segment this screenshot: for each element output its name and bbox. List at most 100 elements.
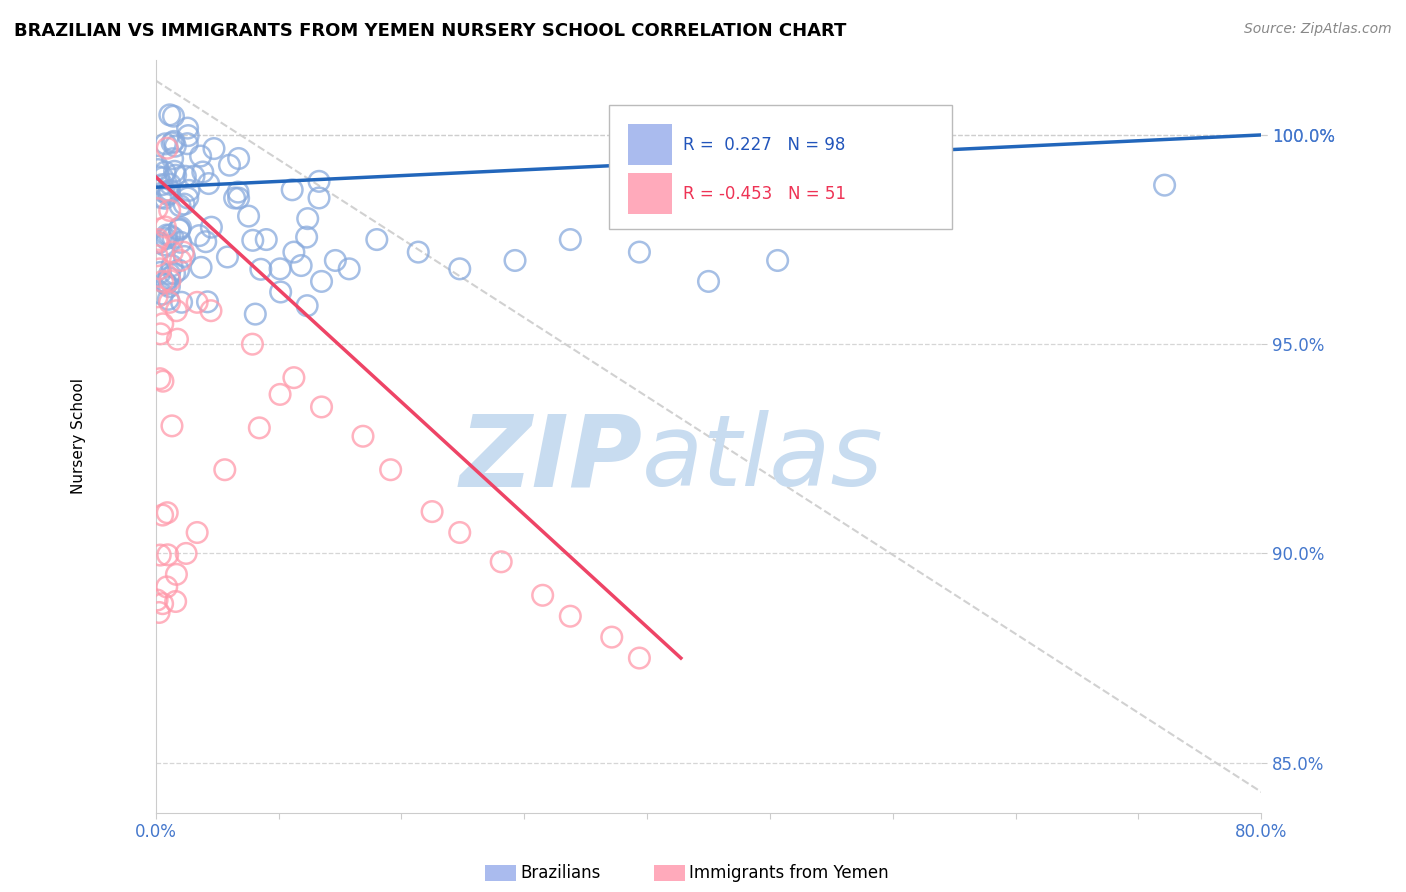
Point	[152, 317, 174, 331]
Point	[366, 233, 388, 247]
Point	[197, 294, 219, 309]
Point	[406, 245, 429, 260]
Point	[165, 594, 187, 608]
Point	[148, 235, 170, 250]
Point	[269, 387, 291, 401]
Point	[169, 223, 191, 237]
Point	[162, 230, 184, 244]
Point	[250, 262, 273, 277]
Point	[254, 233, 277, 247]
Point	[174, 546, 197, 560]
Text: R =  0.227   N = 98: R = 0.227 N = 98	[683, 136, 845, 153]
Point	[156, 506, 179, 520]
Point	[153, 185, 176, 199]
Point	[156, 580, 179, 594]
Text: Brazilians: Brazilians	[520, 864, 600, 882]
Point	[163, 164, 186, 178]
Point	[600, 630, 623, 644]
Point	[190, 149, 212, 163]
Point	[420, 505, 443, 519]
Point	[200, 303, 222, 318]
Point	[165, 303, 187, 318]
Point	[159, 178, 181, 192]
Point	[202, 142, 225, 156]
Point	[170, 295, 193, 310]
Point	[152, 374, 174, 388]
Point	[163, 135, 186, 149]
Point	[176, 121, 198, 136]
Point	[167, 222, 190, 236]
Text: R = -0.453   N = 51: R = -0.453 N = 51	[683, 185, 846, 202]
Point	[153, 165, 176, 179]
Point	[163, 267, 186, 281]
Point	[218, 158, 240, 172]
Point	[489, 555, 512, 569]
Point	[177, 128, 200, 143]
Point	[169, 199, 191, 213]
Point	[238, 209, 260, 223]
Point	[157, 279, 180, 293]
Point	[157, 270, 180, 285]
Bar	[628, 124, 672, 165]
Point	[352, 429, 374, 443]
Text: BRAZILIAN VS IMMIGRANTS FROM YEMEN NURSERY SCHOOL CORRELATION CHART: BRAZILIAN VS IMMIGRANTS FROM YEMEN NURSE…	[14, 22, 846, 40]
Point	[269, 261, 291, 276]
Point	[186, 295, 208, 310]
Point	[283, 245, 305, 260]
Point	[149, 190, 172, 204]
Point	[214, 463, 236, 477]
Point	[165, 168, 187, 182]
Point	[169, 253, 191, 268]
Point	[226, 185, 249, 199]
Point	[149, 548, 172, 562]
Point	[146, 162, 169, 177]
Point	[766, 253, 789, 268]
Point	[449, 261, 471, 276]
Point	[169, 220, 191, 235]
Point	[166, 332, 188, 346]
Point	[290, 259, 312, 273]
Point	[155, 277, 177, 292]
Point	[162, 152, 184, 166]
Point	[156, 548, 179, 562]
Point	[159, 267, 181, 281]
Point	[149, 261, 172, 276]
Point	[162, 245, 184, 260]
Point	[217, 250, 239, 264]
Point	[152, 508, 174, 522]
Point	[560, 233, 582, 247]
Point	[165, 567, 187, 582]
Point	[146, 593, 169, 607]
Point	[295, 230, 318, 244]
Point	[149, 326, 172, 341]
Point	[146, 202, 169, 216]
Point	[157, 187, 180, 202]
Point	[165, 139, 187, 153]
Point	[191, 165, 214, 179]
Point	[157, 186, 180, 201]
Point	[283, 370, 305, 384]
Point	[153, 276, 176, 290]
Point	[153, 191, 176, 205]
Text: Source: ZipAtlas.com: Source: ZipAtlas.com	[1244, 22, 1392, 37]
Point	[188, 228, 211, 243]
Point	[308, 174, 330, 188]
Point	[146, 249, 169, 263]
Point	[152, 170, 174, 185]
Bar	[628, 172, 672, 214]
Point	[150, 178, 173, 192]
FancyBboxPatch shape	[609, 104, 952, 229]
Y-axis label: Nursery School: Nursery School	[72, 378, 86, 494]
Point	[149, 372, 172, 386]
Point	[224, 191, 246, 205]
Point	[155, 219, 177, 234]
Point	[159, 228, 181, 243]
Point	[295, 299, 318, 313]
Point	[173, 249, 195, 263]
Text: ZIP: ZIP	[460, 410, 643, 508]
Point	[170, 235, 193, 250]
Text: Immigrants from Yemen: Immigrants from Yemen	[689, 864, 889, 882]
Point	[159, 295, 181, 310]
Point	[159, 184, 181, 198]
Point	[311, 274, 333, 288]
